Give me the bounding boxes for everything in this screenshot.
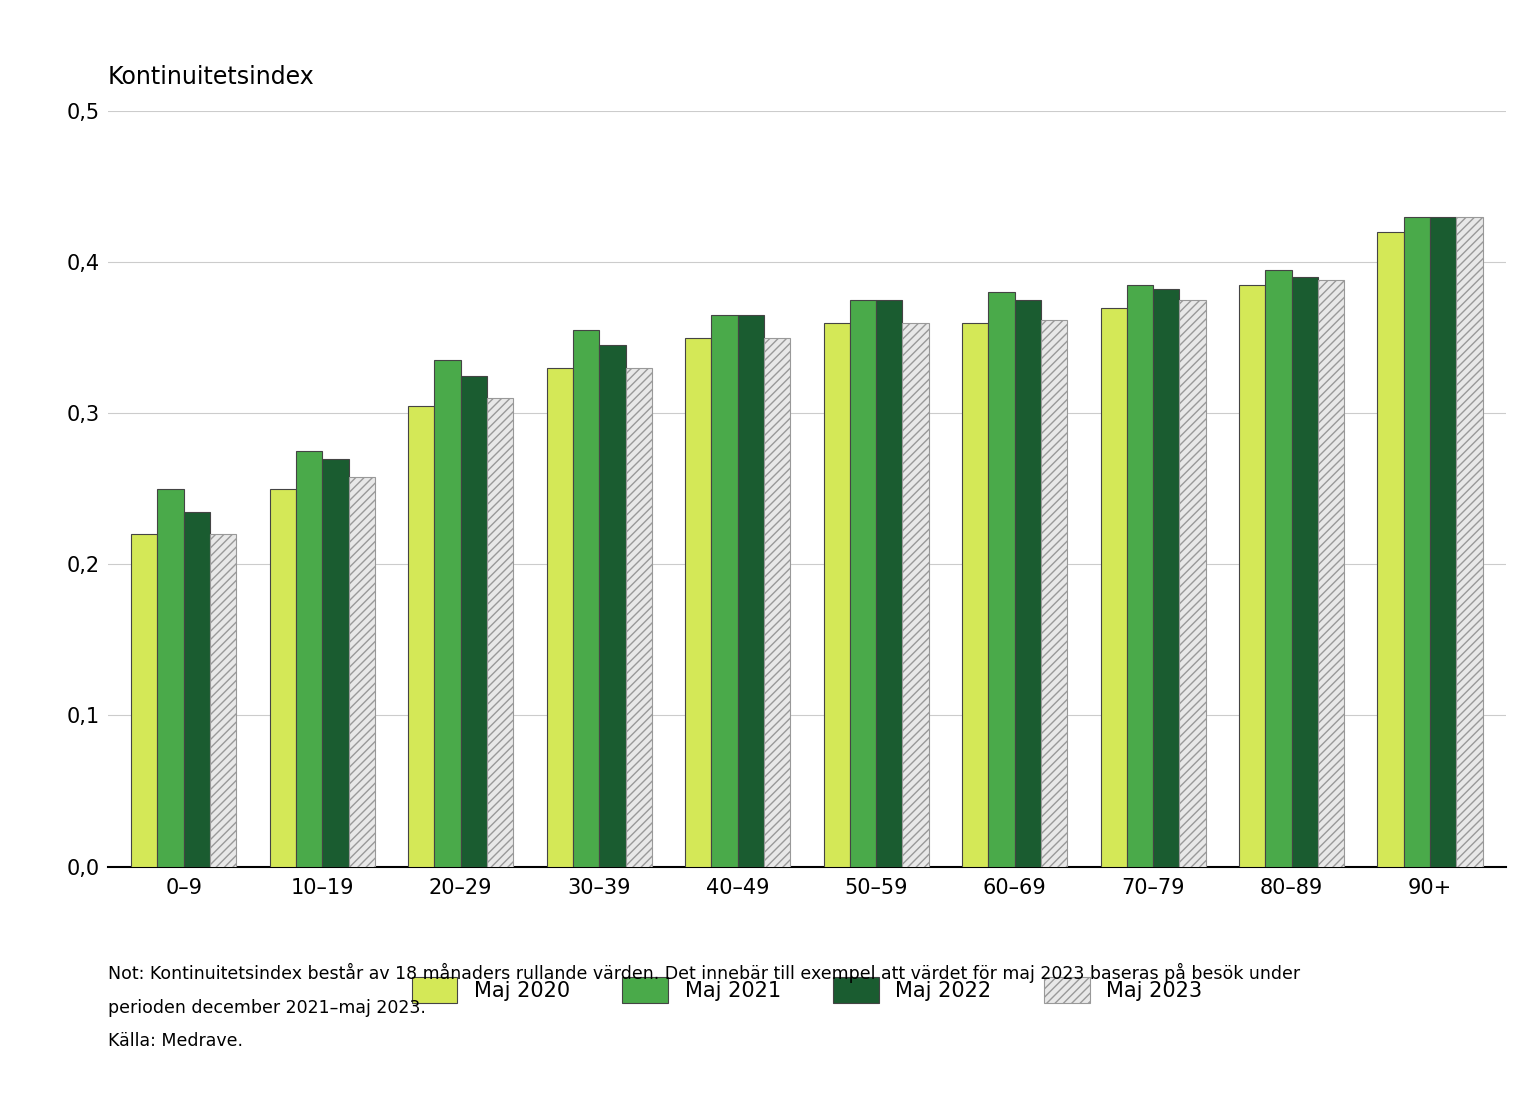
Bar xyxy=(1403,217,1429,867)
Text: perioden december 2021–maj 2023.: perioden december 2021–maj 2023. xyxy=(108,999,426,1017)
Bar xyxy=(1127,284,1153,867)
Bar xyxy=(1291,278,1317,867)
Bar xyxy=(850,300,876,867)
Bar xyxy=(824,322,850,867)
Bar xyxy=(131,534,157,867)
Bar xyxy=(764,338,790,867)
Bar xyxy=(738,316,764,867)
Bar xyxy=(962,322,988,867)
Legend: Maj 2020, Maj 2021, Maj 2022, Maj 2023: Maj 2020, Maj 2021, Maj 2022, Maj 2023 xyxy=(412,977,1202,1003)
Bar xyxy=(349,477,375,867)
Bar xyxy=(1239,284,1265,867)
Bar xyxy=(184,511,211,867)
Bar xyxy=(297,451,323,867)
Bar xyxy=(902,322,928,867)
Bar xyxy=(1153,289,1179,867)
Bar xyxy=(547,368,573,867)
Bar xyxy=(626,368,652,867)
Bar xyxy=(1014,300,1041,867)
Bar xyxy=(1317,280,1345,867)
Bar xyxy=(712,316,738,867)
Text: Källa: Medrave.: Källa: Medrave. xyxy=(108,1032,243,1050)
Bar xyxy=(599,346,626,867)
Bar xyxy=(269,489,297,867)
Text: Kontinuitetsindex: Kontinuitetsindex xyxy=(108,64,315,89)
Bar xyxy=(686,338,712,867)
Bar xyxy=(1457,217,1483,867)
Bar xyxy=(409,406,435,867)
Bar xyxy=(1179,300,1205,867)
Bar xyxy=(1100,308,1127,867)
Bar xyxy=(988,292,1014,867)
Bar xyxy=(573,330,599,867)
Bar xyxy=(461,376,487,867)
Bar xyxy=(1265,270,1291,867)
Bar xyxy=(876,300,902,867)
Bar xyxy=(435,360,461,867)
Bar xyxy=(487,398,513,867)
Bar xyxy=(157,489,184,867)
Bar xyxy=(1377,232,1403,867)
Text: Not: Kontinuitetsindex består av 18 månaders rullande värden. Det innebär till e: Not: Kontinuitetsindex består av 18 måna… xyxy=(108,963,1300,983)
Bar xyxy=(1041,320,1067,867)
Bar xyxy=(1429,217,1457,867)
Bar xyxy=(211,534,237,867)
Bar xyxy=(323,459,349,867)
